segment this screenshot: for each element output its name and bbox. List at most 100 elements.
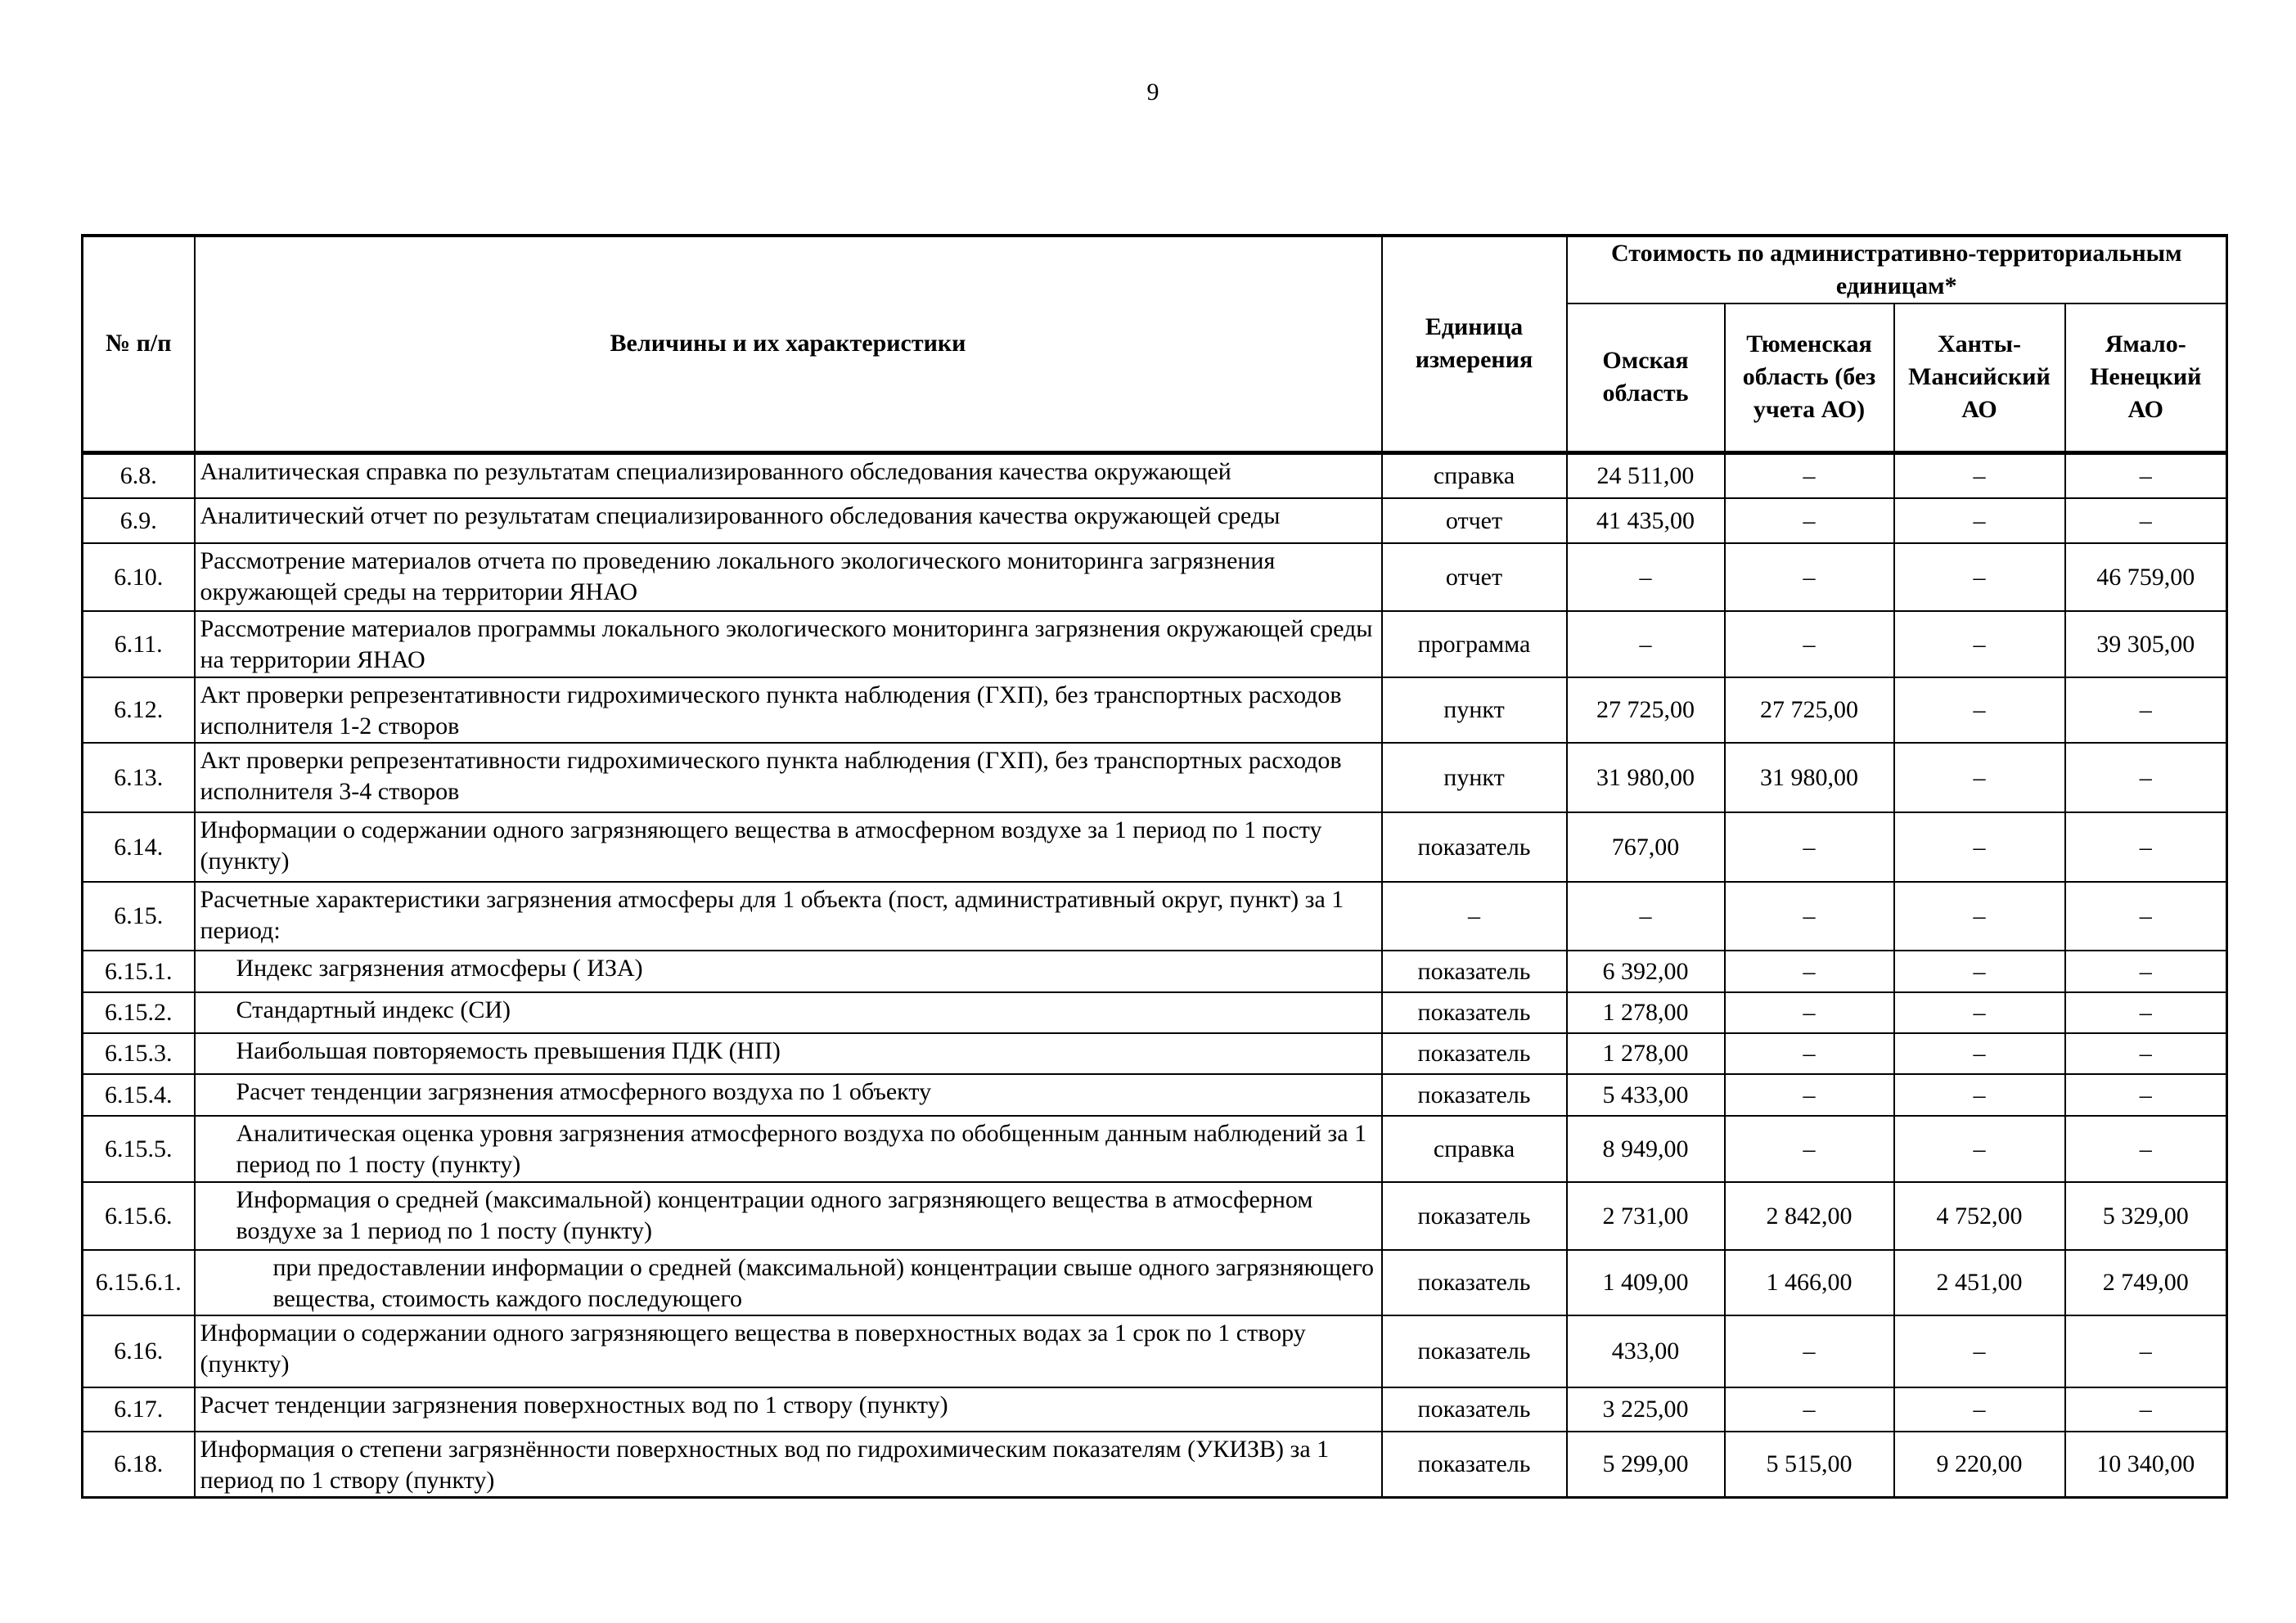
row-number: 6.12.: [81, 677, 196, 744]
row-cost-value: –: [1723, 881, 1895, 951]
row-cost-value: –: [2064, 812, 2228, 883]
row-description: Рассмотрение материалов программы локаль…: [193, 610, 1383, 678]
table-row: 6.16. Информации о содержании одного загр…: [81, 1315, 2228, 1388]
row-number: 6.18.: [81, 1431, 196, 1499]
row-cost-value: –: [1893, 677, 2066, 744]
header-region: Ханты-Мансийский АО: [1893, 303, 2066, 453]
table-row: 6.12. Акт проверки репрезентативности гид…: [81, 677, 2228, 744]
row-cost-value: –: [2064, 497, 2228, 544]
table-row: 6.13. Акт проверки репрезентативности гид…: [81, 742, 2228, 813]
header-unit: Единица измерения: [1380, 234, 1568, 453]
row-cost-value: 4 752,00: [1893, 1181, 2066, 1251]
row-unit: справка: [1380, 1115, 1568, 1183]
row-number: 6.9.: [81, 497, 196, 544]
row-cost-value: –: [2064, 1032, 2228, 1075]
table-row: 6.15.1. Индекс загрязнения атмосферы ( ИЗ…: [81, 950, 2228, 993]
header-num: № п/п: [81, 234, 196, 453]
row-cost-value: –: [1893, 881, 2066, 951]
header-name: Величины и их характеристики: [193, 234, 1383, 453]
header-region: Омская область: [1565, 303, 1726, 453]
row-number: 6.10.: [81, 542, 196, 612]
row-cost-value: –: [1723, 497, 1895, 544]
row-cost-value: –: [1893, 991, 2066, 1034]
row-cost-value: –: [1893, 542, 2066, 612]
row-cost-value: 5 433,00: [1565, 1073, 1726, 1117]
row-cost-value: –: [1893, 742, 2066, 813]
row-number: 6.11.: [81, 610, 196, 678]
row-description: Аналитический отчет по результатам специ…: [193, 497, 1383, 544]
row-cost-value: –: [2064, 1073, 2228, 1117]
row-description: Индекс загрязнения атмосферы ( ИЗА): [193, 950, 1383, 993]
row-cost-value: 1 409,00: [1565, 1249, 1726, 1316]
row-unit: показатель: [1380, 812, 1568, 883]
row-cost-value: –: [1723, 812, 1895, 883]
row-unit: –: [1380, 881, 1568, 951]
header-cost-group: Стоимость по административно-территориал…: [1565, 234, 2228, 304]
row-cost-value: –: [1565, 610, 1726, 678]
table-row: 6.15. Расчетные характеристики загрязнени…: [81, 881, 2228, 951]
row-number: 6.15.: [81, 881, 196, 951]
row-number: 6.15.2.: [81, 991, 196, 1034]
row-cost-value: –: [2064, 1387, 2228, 1432]
row-cost-value: –: [1723, 1073, 1895, 1117]
row-unit: показатель: [1380, 1249, 1568, 1316]
row-description: Информация о степени загрязнённости пове…: [193, 1431, 1383, 1499]
row-cost-value: 46 759,00: [2064, 542, 2228, 612]
row-description: Информации о содержании одного загрязняю…: [193, 812, 1383, 883]
row-cost-value: 2 731,00: [1565, 1181, 1726, 1251]
row-cost-value: 41 435,00: [1565, 497, 1726, 544]
row-description: Акт проверки репрезентативности гидрохим…: [193, 677, 1383, 744]
row-unit: показатель: [1380, 1032, 1568, 1075]
row-cost-value: 5 299,00: [1565, 1431, 1726, 1499]
row-description: Информации о содержании одного загрязняю…: [193, 1315, 1383, 1388]
row-unit: программа: [1380, 610, 1568, 678]
table-row: 6.15.4. Расчет тенденции загрязнения атмо…: [81, 1073, 2228, 1117]
row-description: Аналитическая оценка уровня загрязнения …: [193, 1115, 1383, 1183]
row-cost-value: –: [2064, 881, 2228, 951]
row-number: 6.15.1.: [81, 950, 196, 993]
row-cost-value: 3 225,00: [1565, 1387, 1726, 1432]
row-unit: пункт: [1380, 742, 1568, 813]
table-row: 6.15.6.1. при предоставлении информации о…: [81, 1249, 2228, 1316]
row-cost-value: 31 980,00: [1565, 742, 1726, 813]
row-description: Расчетные характеристики загрязнения атм…: [193, 881, 1383, 951]
row-cost-value: –: [1723, 1387, 1895, 1432]
row-unit: показатель: [1380, 1181, 1568, 1251]
row-cost-value: –: [1893, 950, 2066, 993]
row-unit: справка: [1380, 450, 1568, 499]
row-cost-value: 5 329,00: [2064, 1181, 2228, 1251]
row-cost-value: –: [1565, 542, 1726, 612]
row-cost-value: 433,00: [1565, 1315, 1726, 1388]
row-cost-value: 2 451,00: [1893, 1249, 2066, 1316]
row-number: 6.17.: [81, 1387, 196, 1432]
table-row: 6.15.5. Аналитическая оценка уровня загря…: [81, 1115, 2228, 1183]
row-cost-value: –: [2064, 950, 2228, 993]
page-number: 9: [1146, 79, 1159, 106]
row-description: Стандартный индекс (СИ): [193, 991, 1383, 1034]
row-cost-value: –: [2064, 1115, 2228, 1183]
row-cost-value: 27 725,00: [1723, 677, 1895, 744]
row-cost-value: 31 980,00: [1723, 742, 1895, 813]
row-cost-value: 6 392,00: [1565, 950, 1726, 993]
table-row: 6.15.6. Информация о средней (максимально…: [81, 1181, 2228, 1251]
row-cost-value: –: [1723, 991, 1895, 1034]
row-cost-value: –: [2064, 450, 2228, 499]
table-row: 6.8. Аналитическая справка по результатам…: [81, 450, 2228, 499]
row-cost-value: –: [2064, 991, 2228, 1034]
row-number: 6.13.: [81, 742, 196, 813]
table-row: 6.14. Информации о содержании одного загр…: [81, 812, 2228, 883]
row-description: Акт проверки репрезентативности гидрохим…: [193, 742, 1383, 813]
table-row: 6.15.3. Наибольшая повторяемость превышен…: [81, 1032, 2228, 1075]
row-unit: показатель: [1380, 1073, 1568, 1117]
row-cost-value: 1 466,00: [1723, 1249, 1895, 1316]
row-unit: отчет: [1380, 542, 1568, 612]
row-cost-value: 24 511,00: [1565, 450, 1726, 499]
table-row: 6.9. Аналитический отчет по результатам с…: [81, 497, 2228, 544]
cost-table: № п/п Величины и их характеристики Едини…: [81, 234, 2229, 1499]
row-cost-value: 5 515,00: [1723, 1431, 1895, 1499]
row-number: 6.15.5.: [81, 1115, 196, 1183]
header-region: Ямало-Ненецкий АО: [2064, 303, 2228, 453]
row-cost-value: 8 949,00: [1565, 1115, 1726, 1183]
row-cost-value: 10 340,00: [2064, 1431, 2228, 1499]
row-cost-value: –: [1723, 542, 1895, 612]
